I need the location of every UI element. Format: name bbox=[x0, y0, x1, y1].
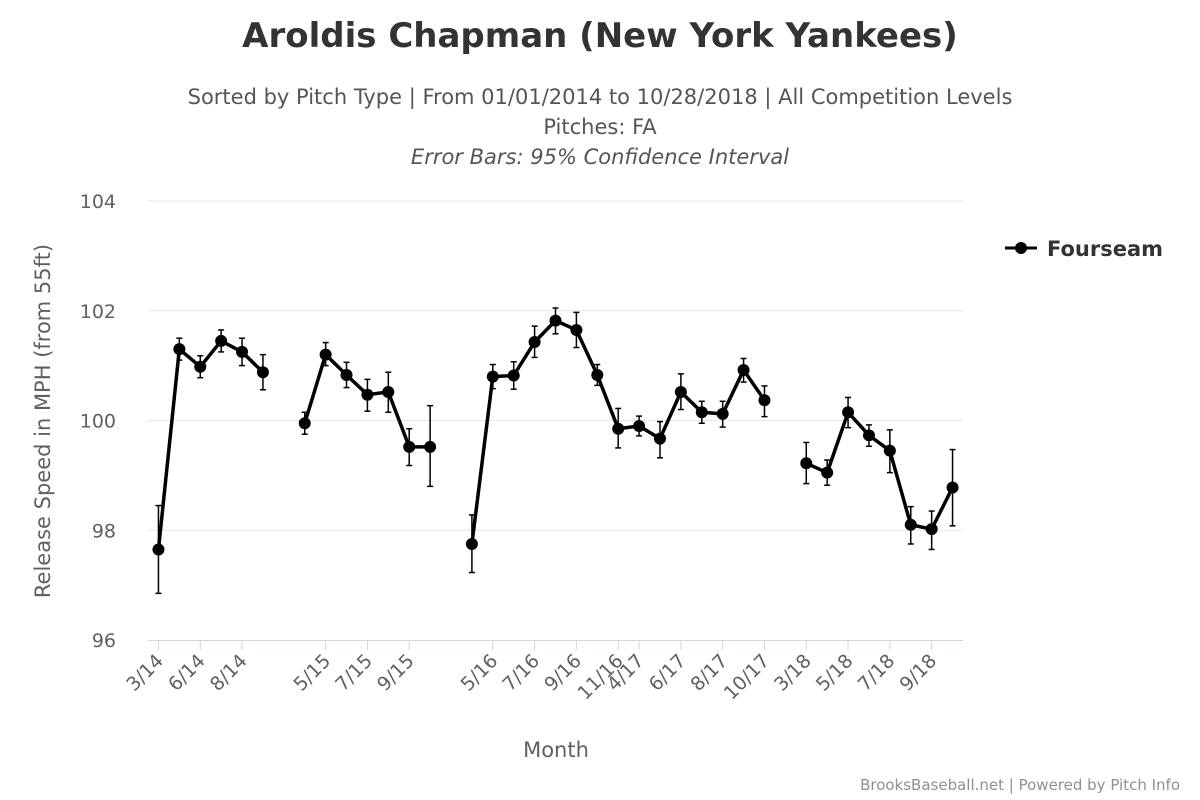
data-point-marker[interactable] bbox=[653, 432, 666, 445]
data-point-marker[interactable] bbox=[946, 481, 959, 494]
data-point-marker[interactable] bbox=[904, 518, 917, 531]
data-point-marker[interactable] bbox=[695, 406, 708, 419]
x-axis-ticks: 3/146/148/14 5/157/159/15 5/167/169/1611/1… bbox=[122, 640, 941, 704]
data-point-marker[interactable] bbox=[403, 440, 416, 453]
data-point-marker[interactable] bbox=[549, 314, 562, 327]
data-point-marker[interactable] bbox=[842, 406, 855, 419]
data-point-marker[interactable] bbox=[256, 366, 269, 379]
data-point-marker[interactable] bbox=[612, 422, 625, 435]
data-point-marker[interactable] bbox=[236, 345, 249, 358]
grid-lines bbox=[148, 200, 963, 531]
data-point-marker[interactable] bbox=[737, 364, 750, 377]
x-tick-label: 7/18 bbox=[854, 650, 900, 696]
x-tick-label: 9/18 bbox=[895, 650, 941, 696]
data-point-marker[interactable] bbox=[862, 429, 875, 442]
chart-subtitle-line-1: Sorted by Pitch Type | From 01/01/2014 t… bbox=[188, 85, 1013, 110]
data-point-marker[interactable] bbox=[173, 343, 186, 356]
chart-credits[interactable]: BrooksBaseball.net | Powered by Pitch In… bbox=[860, 776, 1180, 794]
data-point-marker[interactable] bbox=[194, 360, 207, 373]
chart-subtitle-line-3: Error Bars: 95% Confidence Interval bbox=[411, 145, 789, 169]
data-point-marker[interactable] bbox=[674, 385, 687, 398]
y-tick-label: 104 bbox=[80, 191, 116, 213]
y-tick-label: 98 bbox=[92, 520, 116, 542]
legend-item-fourseam[interactable]: Fourseam bbox=[1005, 237, 1163, 261]
series-markers bbox=[152, 314, 959, 556]
data-point-marker[interactable] bbox=[633, 419, 646, 432]
data-point-marker[interactable] bbox=[591, 368, 604, 381]
y-tick-label: 102 bbox=[80, 301, 116, 323]
data-point-marker[interactable] bbox=[340, 368, 353, 381]
data-point-marker[interactable] bbox=[424, 440, 437, 453]
data-point-marker[interactable] bbox=[507, 369, 520, 382]
legend-label: Fourseam bbox=[1047, 237, 1163, 261]
x-tick-label: 5/15 bbox=[289, 650, 335, 696]
data-point-marker[interactable] bbox=[152, 543, 165, 556]
x-tick-label: 10/17 bbox=[720, 650, 774, 704]
x-tick-label: 7/16 bbox=[498, 650, 544, 696]
series-lines bbox=[156, 318, 955, 550]
x-tick-label: 7/15 bbox=[331, 650, 377, 696]
data-point-marker[interactable] bbox=[925, 523, 938, 536]
x-tick-label: 6/17 bbox=[645, 650, 691, 696]
chart-title: Aroldis Chapman (New York Yankees) bbox=[242, 16, 958, 56]
y-tick-label: 100 bbox=[80, 411, 116, 433]
data-point-marker[interactable] bbox=[716, 407, 729, 420]
y-axis-title: Release Speed in MPH (from 55ft) bbox=[31, 244, 55, 598]
data-point-marker[interactable] bbox=[215, 334, 228, 347]
data-point-marker[interactable] bbox=[465, 537, 478, 550]
x-tick-label: 8/14 bbox=[206, 650, 252, 696]
data-point-marker[interactable] bbox=[319, 348, 332, 361]
chart-subtitle-line-2: Pitches: FA bbox=[543, 115, 657, 139]
x-tick-label: 6/14 bbox=[164, 650, 210, 696]
data-point-marker[interactable] bbox=[298, 417, 311, 430]
y-axis-tick-labels: 96 98 100 102 104 bbox=[80, 191, 116, 652]
x-tick-label: 3/14 bbox=[122, 650, 168, 696]
x-tick-label: 9/15 bbox=[373, 650, 419, 696]
data-point-marker[interactable] bbox=[758, 394, 771, 407]
legend-marker-symbol bbox=[1015, 242, 1027, 254]
data-point-marker[interactable] bbox=[570, 323, 583, 336]
x-tick-label: 5/18 bbox=[812, 650, 858, 696]
data-point-marker[interactable] bbox=[361, 388, 374, 401]
x-tick-label: 5/16 bbox=[457, 650, 503, 696]
data-point-marker[interactable] bbox=[821, 466, 834, 479]
series-line-segment bbox=[156, 339, 265, 550]
data-point-marker[interactable] bbox=[528, 336, 541, 349]
data-point-marker[interactable] bbox=[883, 444, 896, 457]
data-point-marker[interactable] bbox=[382, 385, 395, 398]
x-tick-label: 3/18 bbox=[770, 650, 816, 696]
data-point-marker[interactable] bbox=[800, 457, 813, 470]
x-axis-title: Month bbox=[523, 738, 589, 762]
y-tick-label: 96 bbox=[92, 630, 116, 652]
data-point-marker[interactable] bbox=[486, 370, 499, 383]
